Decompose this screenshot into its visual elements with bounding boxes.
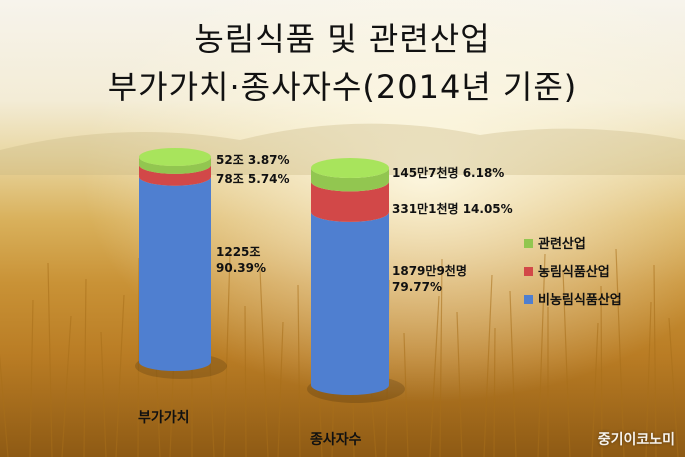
legend-label-2: 비농림식품산업 [538, 292, 622, 308]
bar-segment-1-2 [311, 168, 389, 192]
data-label-1-1: 331만1천명 14.05% [392, 201, 513, 216]
data-label-1-2: 145만7천명 6.18% [392, 165, 504, 180]
legend-swatch-1 [524, 267, 533, 276]
bar-top-cap-1 [311, 158, 389, 178]
bar-segment-0-1 [139, 164, 211, 186]
data-label-1-0: 1879만9천명 79.77% [392, 263, 467, 294]
data-label-0-0: 1225조 90.39% [216, 245, 266, 275]
chart-title-line2: 부가가치·종사자수(2014년 기준) [107, 68, 578, 106]
bar-segment-0-2 [139, 157, 211, 174]
legend-swatch-0 [524, 239, 533, 248]
category-label-0: 부가가치 [138, 410, 190, 426]
data-label-0-2: 52조 3.87% [216, 153, 290, 167]
legend-label-0: 관련산업 [538, 236, 586, 252]
legend-swatch-2 [524, 295, 533, 304]
bar-segment-1-0 [311, 211, 389, 395]
bar-segment-0-0 [139, 176, 211, 371]
legend-label-1: 농림식품산업 [538, 264, 610, 280]
bar-top-cap-0 [139, 148, 211, 166]
bar-segment-1-1 [311, 181, 389, 222]
data-label-0-1: 78조 5.74% [216, 172, 290, 186]
publisher-watermark: 중기이코노미 [597, 432, 675, 448]
chart-title-line1: 농림식품 및 관련산업 [194, 20, 491, 58]
category-label-1: 종사자수 [310, 432, 362, 448]
